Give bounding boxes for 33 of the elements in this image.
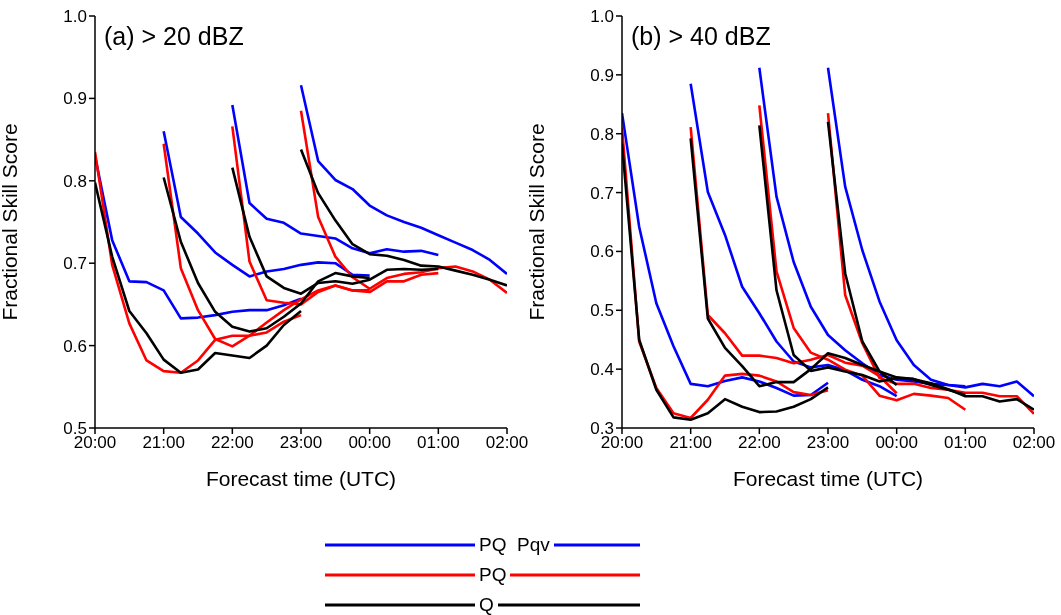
y-tick-label: 0.4 [590,360,614,380]
y-tick-label: 0.9 [63,89,87,109]
x-axis-title: Forecast time (UTC) [205,467,397,490]
legend-label: Q [478,594,495,615]
y-tick-label: 0.7 [590,183,614,203]
y-tick-label: 0.8 [590,124,614,144]
x-tick-label: 21:00 [669,433,712,453]
chart-title: (a) > 20 dBZ [104,22,244,51]
y-tick-label: 0.7 [63,254,87,274]
x-tick-label: 00:00 [875,433,918,453]
x-tick-label: 02:00 [485,433,529,453]
y-tick-label: 0.6 [63,336,87,356]
y-tick-label: 0.8 [63,171,87,191]
x-tick-label: 23:00 [806,433,850,453]
x-tick-label: 00:00 [348,433,391,453]
x-axis-title: Forecast time (UTC) [732,467,924,490]
y-tick-label: 0.5 [590,301,614,321]
legend-label: PQ Pqv [478,534,551,556]
x-tick-label: 21:00 [142,433,185,453]
x-tick-label: 23:00 [279,433,323,453]
x-tick-label: 22:00 [738,433,781,453]
y-tick-label: 0.9 [590,65,614,85]
chart-title: (b) > 40 dBZ [631,22,771,51]
y-tick-label: 0.6 [590,242,614,262]
x-tick-label: 01:00 [417,433,460,453]
x-tick-label: 01:00 [944,433,987,453]
legend-label: PQ [478,564,508,586]
x-tick-label: 22:00 [211,433,254,453]
y-tick-label: 1.0 [590,7,614,27]
y-axis-title: Fractional Skill Score [525,123,549,321]
y-tick-label: 1.0 [63,7,87,27]
y-axis-title: Fractional Skill Score [0,123,22,321]
x-tick-label: 02:00 [1012,433,1056,453]
